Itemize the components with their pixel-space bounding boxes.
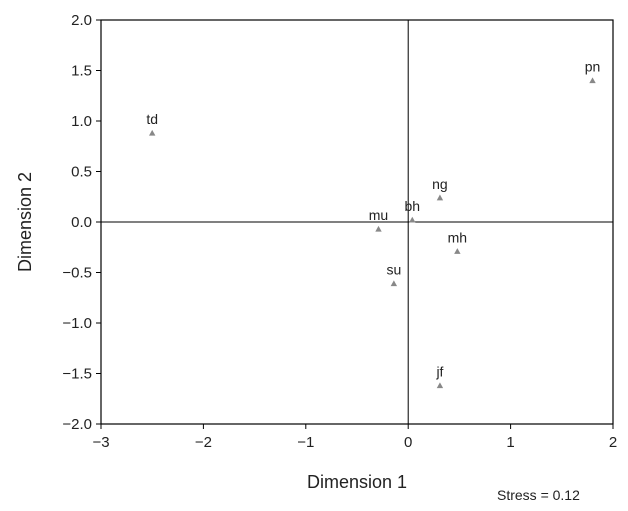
stress-annotation: Stress = 0.12 — [497, 487, 580, 503]
data-point-pn-marker — [589, 77, 596, 84]
data-point-td-marker — [149, 129, 156, 136]
x-tick-label: −1 — [297, 434, 314, 451]
data-point-jf-label: jf — [435, 364, 443, 380]
y-tick-label: 0.0 — [71, 214, 92, 231]
data-point-jf-marker — [436, 382, 444, 389]
data-point-mu-marker — [375, 225, 382, 232]
y-tick-label: −1.5 — [62, 366, 92, 383]
x-tick-label: 1 — [506, 434, 514, 451]
x-tick-label: 0 — [404, 434, 412, 451]
data-point-su-marker — [390, 280, 398, 287]
data-point-mu-label: mu — [369, 207, 388, 223]
data-point-su-label: su — [386, 262, 401, 278]
y-axis-label: Dimension 2 — [15, 172, 35, 272]
y-tick-label: 2.0 — [71, 12, 92, 29]
data-point-ng-label: ng — [432, 176, 448, 192]
data-point-bh-label: bh — [405, 198, 421, 214]
y-tick-label: 1.5 — [71, 63, 92, 80]
data-point-ng-marker — [436, 194, 444, 201]
y-axis-ticks: 2.0 1.5 1.0 0.5 0.0 −0.5 −1.0 −1.5 −2.0 — [62, 12, 101, 433]
x-tick-label: −3 — [92, 434, 109, 451]
x-axis-ticks: −3 −2 −1 0 1 2 — [92, 424, 617, 451]
data-point-td-label: td — [146, 111, 158, 127]
y-tick-label: 0.5 — [71, 164, 92, 181]
y-tick-label: −0.5 — [62, 265, 92, 282]
y-tick-label: 1.0 — [71, 113, 92, 130]
data-point-mh-marker — [454, 248, 461, 254]
y-tick-label: −1.0 — [62, 315, 92, 332]
x-tick-label: −2 — [195, 434, 212, 451]
x-tick-label: 2 — [609, 434, 617, 451]
data-point-bh-marker — [409, 216, 416, 223]
y-tick-label: −2.0 — [62, 416, 92, 433]
data-point-mh-label: mh — [448, 229, 467, 245]
x-axis-label: Dimension 1 — [307, 472, 407, 492]
data-point-pn-label: pn — [585, 59, 601, 75]
